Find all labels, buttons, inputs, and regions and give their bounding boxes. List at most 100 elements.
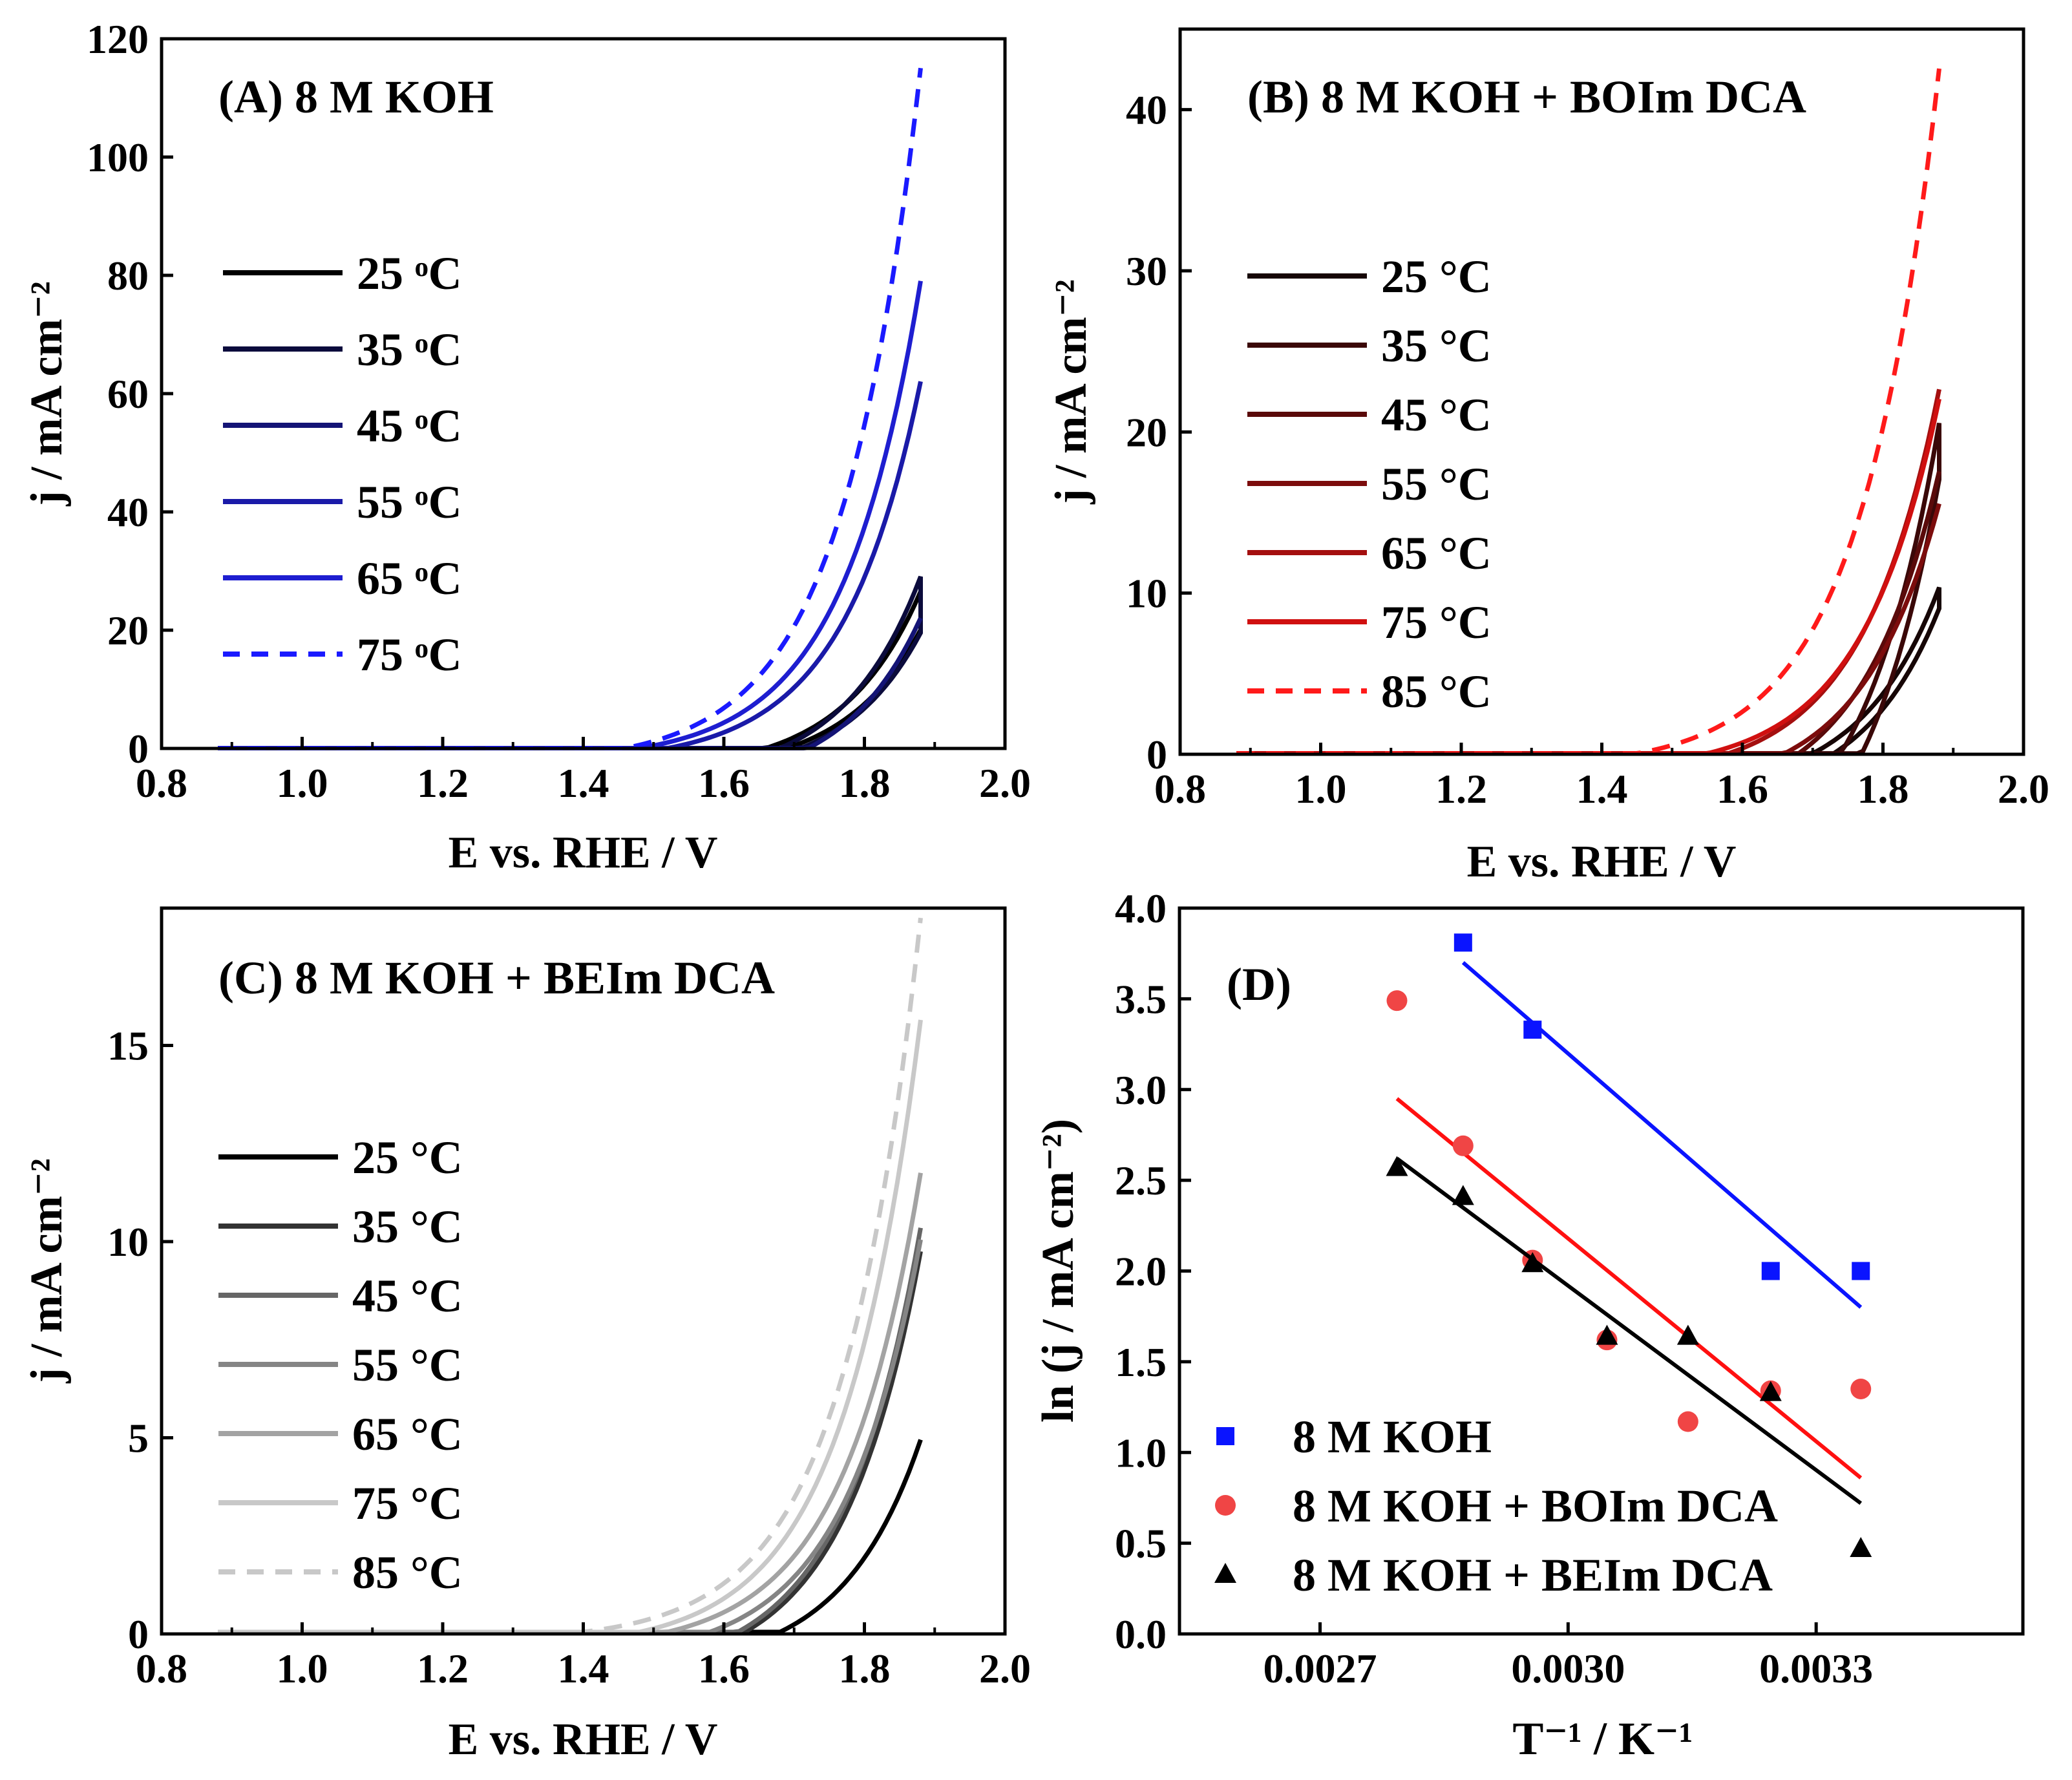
legend-label: 55 ᵒC bbox=[357, 476, 462, 528]
data-point bbox=[1596, 1324, 1618, 1345]
data-point bbox=[1452, 1135, 1474, 1156]
panel-c-xlabel: E vs. RHE / V bbox=[449, 1715, 718, 1764]
data-point bbox=[1454, 933, 1472, 952]
legend-label: 35 °C bbox=[352, 1201, 463, 1253]
legend-label: 65 °C bbox=[1381, 527, 1492, 579]
panel-d-xlabel: T⁻¹ / K⁻¹ bbox=[1512, 1713, 1693, 1764]
legend-label: 45 °C bbox=[352, 1270, 463, 1322]
data-point bbox=[1386, 1156, 1408, 1176]
y-tick-label: 30 bbox=[1126, 248, 1167, 294]
panel-a-ylabel: j / mA cm⁻² bbox=[22, 281, 72, 507]
series-line-c-1 bbox=[218, 1251, 923, 1635]
series-line-c-5 bbox=[218, 1019, 923, 1635]
series-line-a-0 bbox=[218, 590, 923, 750]
data-point bbox=[1523, 1021, 1542, 1039]
x-tick-label: 0.0030 bbox=[1511, 1646, 1625, 1691]
panel-a: 0.8 1.0 1.2 1.4 1.6 1.8 2.0 0 20 40 60 80 100 120 (A)… bbox=[22, 16, 1031, 878]
y-tick-label: 0 bbox=[128, 726, 149, 772]
panel-b: 0.8 1.0 1.2 1.4 1.6 1.8 2.0 0 10 20 30 40 (B) 8 M K… bbox=[1046, 27, 2049, 887]
panel-a-xlabel: E vs. RHE / V bbox=[449, 828, 718, 878]
x-tick-label: 0.8 bbox=[1154, 766, 1206, 812]
y-tick-label: 0 bbox=[128, 1611, 149, 1657]
x-tick-label: 1.8 bbox=[1857, 766, 1909, 812]
y-tick-label: 3.0 bbox=[1115, 1067, 1167, 1113]
y-tick-label: 120 bbox=[87, 16, 149, 62]
legend-marker bbox=[1215, 1495, 1236, 1516]
y-tick-label: 5 bbox=[128, 1415, 149, 1461]
data-point bbox=[1676, 1324, 1699, 1345]
x-tick-label: 1.2 bbox=[1435, 766, 1487, 812]
legend-label: 8 M KOH + BOIm DCA bbox=[1293, 1480, 1778, 1532]
data-point bbox=[1452, 1185, 1474, 1205]
legend-label: 85 °C bbox=[352, 1547, 463, 1598]
y-tick-label: 2.5 bbox=[1115, 1158, 1167, 1203]
x-tick-label: 1.8 bbox=[839, 760, 891, 806]
y-tick-label: 3.5 bbox=[1115, 976, 1167, 1022]
series-line-b-4 bbox=[1236, 388, 1941, 756]
x-tick-label: 1.2 bbox=[417, 1646, 469, 1691]
x-tick-label: 0.8 bbox=[136, 760, 187, 806]
x-tick-label: 1.2 bbox=[417, 760, 469, 806]
y-tick-label: 4.0 bbox=[1115, 885, 1167, 931]
fit-line-0 bbox=[1461, 960, 1863, 1309]
fit-line-1 bbox=[1395, 1097, 1863, 1479]
series-line-b-3 bbox=[1236, 503, 1941, 756]
panel-c-ylabel: j / mA cm⁻² bbox=[22, 1158, 72, 1384]
data-point bbox=[1850, 1378, 1872, 1399]
x-tick-label: 1.4 bbox=[558, 760, 609, 806]
x-tick-label: 1.6 bbox=[698, 760, 750, 806]
data-point bbox=[1521, 1252, 1544, 1273]
x-tick-label: 1.0 bbox=[277, 1646, 328, 1691]
x-tick-label: 1.4 bbox=[1576, 766, 1628, 812]
series-line-b-2 bbox=[1236, 471, 1941, 756]
data-point bbox=[1761, 1262, 1780, 1280]
panel-d: 0.0027 0.0030 0.0033 0.0 0.5 1.0 1.5 2.0 2.5 3.0 3… bbox=[1033, 885, 2025, 1764]
panel-d-ylabel: ln (j / mA cm⁻²) bbox=[1033, 1119, 1083, 1423]
legend-label: 65 ᵒC bbox=[357, 553, 462, 604]
legend-label: 55 °C bbox=[1381, 458, 1492, 510]
y-tick-label: 15 bbox=[107, 1022, 149, 1068]
series-line-c-0 bbox=[218, 1439, 923, 1635]
x-tick-label: 1.6 bbox=[698, 1646, 750, 1691]
x-tick-label: 1.4 bbox=[558, 1646, 609, 1691]
y-tick-label: 1.0 bbox=[1115, 1430, 1167, 1476]
x-tick-label: 0.0033 bbox=[1759, 1646, 1873, 1691]
y-tick-label: 20 bbox=[1126, 409, 1167, 455]
x-tick-label: 1.8 bbox=[839, 1646, 891, 1691]
x-tick-label: 1.0 bbox=[1295, 766, 1347, 812]
y-tick-label: 100 bbox=[87, 134, 149, 180]
legend-label: 25 ᵒC bbox=[357, 248, 462, 299]
series-line-a-3 bbox=[218, 381, 923, 750]
legend-label: 75 °C bbox=[1381, 597, 1492, 648]
x-tick-label: 1.0 bbox=[277, 760, 328, 806]
series-line-b-6 bbox=[1236, 68, 1941, 756]
legend-marker bbox=[1216, 1427, 1234, 1445]
legend-label: 85 °C bbox=[1381, 666, 1492, 717]
y-tick-label: 0.5 bbox=[1115, 1521, 1167, 1567]
legend-label: 65 °C bbox=[352, 1408, 463, 1460]
y-tick-label: 1.5 bbox=[1115, 1339, 1167, 1385]
series-line-c-2 bbox=[218, 1227, 923, 1635]
legend-marker bbox=[1214, 1563, 1236, 1583]
series-line-a-5 bbox=[218, 67, 923, 750]
y-tick-label: 0 bbox=[1147, 732, 1167, 778]
y-tick-label: 80 bbox=[107, 253, 149, 299]
x-tick-label: 0.8 bbox=[136, 1646, 187, 1691]
panel-b-ylabel: j / mA cm⁻² bbox=[1046, 279, 1096, 505]
x-tick-label: 2.0 bbox=[1998, 766, 2049, 812]
y-tick-label: 20 bbox=[107, 608, 149, 653]
y-tick-label: 10 bbox=[107, 1219, 149, 1265]
panel-b-xlabel: E vs. RHE / V bbox=[1467, 837, 1737, 887]
legend-label: 25 °C bbox=[352, 1132, 463, 1183]
x-tick-label: 2.0 bbox=[979, 760, 1031, 806]
legend-label: 8 M KOH bbox=[1293, 1411, 1492, 1463]
y-tick-label: 40 bbox=[1126, 87, 1167, 133]
panel-a-title: (A) 8 M KOH bbox=[218, 71, 494, 123]
y-tick-label: 10 bbox=[1126, 571, 1167, 617]
x-tick-label: 1.6 bbox=[1717, 766, 1768, 812]
legend-label: 8 M KOH + BEIm DCA bbox=[1293, 1549, 1773, 1601]
panel-c-title: (C) 8 M KOH + BEIm DCA bbox=[218, 952, 775, 1004]
x-tick-label: 2.0 bbox=[979, 1646, 1031, 1691]
data-point bbox=[1386, 990, 1408, 1012]
